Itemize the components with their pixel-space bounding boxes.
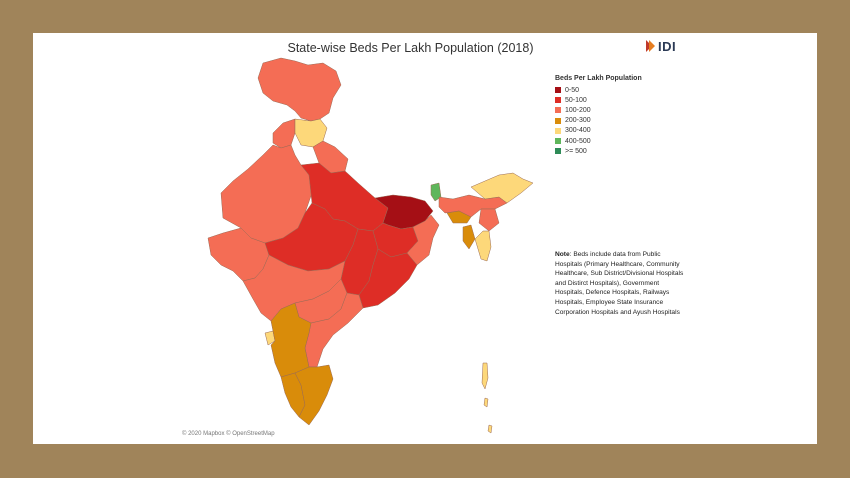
legend-item[interactable]: 50-100	[555, 95, 642, 105]
region[interactable]	[478, 208, 500, 232]
region[interactable]	[294, 364, 334, 426]
legend-item[interactable]: >= 500	[555, 146, 642, 156]
legend-label: 0-50	[565, 86, 580, 94]
idi-logo: IDI	[646, 38, 676, 54]
legend-label: 400-500	[565, 137, 591, 145]
legend: Beds Per Lakh Population 0-50 50-100 100…	[555, 75, 642, 156]
region[interactable]	[446, 210, 472, 224]
region[interactable]	[358, 248, 418, 309]
region[interactable]	[272, 118, 296, 149]
map-attribution[interactable]: © 2020 Mapbox © OpenStreetMap	[182, 431, 275, 437]
logo-icon	[646, 40, 655, 52]
legend-label: 200-300	[565, 117, 591, 125]
region[interactable]	[462, 224, 476, 250]
legend-item[interactable]: 200-300	[555, 116, 642, 126]
region[interactable]	[481, 362, 493, 434]
region[interactable]	[470, 172, 534, 204]
legend-title: Beds Per Lakh Population	[555, 75, 642, 82]
region[interactable]	[430, 182, 442, 202]
legend-label: 100-200	[565, 106, 591, 114]
legend-label: 300-400	[565, 127, 591, 135]
note: Note: Beds include data from Public Hosp…	[555, 250, 685, 317]
legend-swatch	[555, 117, 561, 124]
region[interactable]	[257, 57, 342, 122]
map-title: State-wise Beds Per Lakh Population (201…	[287, 41, 534, 55]
legend-item[interactable]: 100-200	[555, 105, 642, 115]
india-map	[207, 57, 534, 434]
region[interactable]	[406, 214, 440, 266]
note-label: Note	[555, 251, 570, 258]
region[interactable]	[474, 230, 492, 262]
note-text: : Beds include data from Public Hospital…	[555, 251, 684, 316]
legend-label: >= 500	[565, 147, 587, 155]
legend-swatch	[555, 107, 561, 114]
legend-swatch	[555, 127, 561, 134]
legend-swatch	[555, 87, 561, 94]
legend-label: 50-100	[565, 96, 587, 104]
map-panel: State-wise Beds Per Lakh Population (201…	[33, 33, 817, 444]
legend-swatch	[555, 138, 561, 145]
legend-swatch	[555, 97, 561, 104]
legend-swatch	[555, 148, 561, 155]
legend-item[interactable]: 300-400	[555, 126, 642, 136]
legend-item[interactable]: 0-50	[555, 85, 642, 95]
brand-name: IDI	[658, 38, 677, 54]
legend-item[interactable]: 400-500	[555, 136, 642, 146]
